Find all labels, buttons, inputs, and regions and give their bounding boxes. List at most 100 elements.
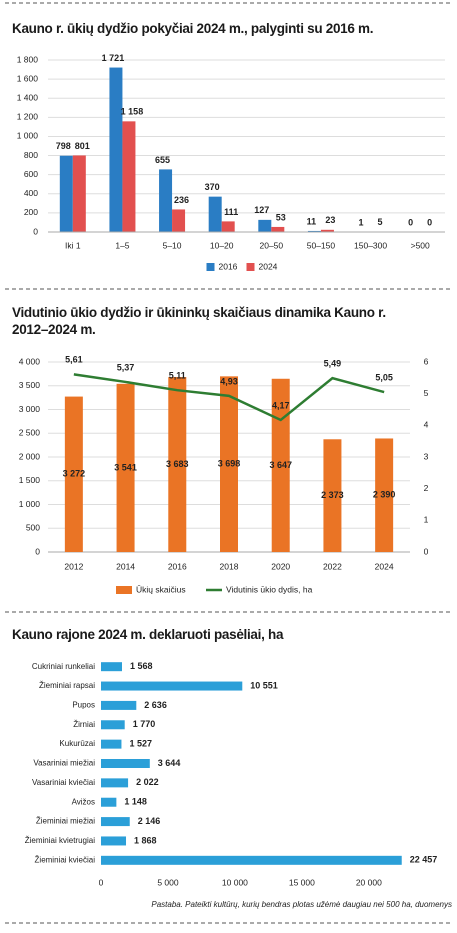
data-label: 1 148: [124, 797, 147, 807]
line: [73, 373, 385, 422]
x-tick-label: 150–300: [354, 240, 387, 250]
data-label: 3 683: [166, 459, 189, 469]
legend-swatch: [206, 263, 215, 271]
y-tick-label: Žieminiai rapsai: [39, 681, 95, 690]
x-tick-label: >500: [411, 240, 430, 250]
bar: [101, 836, 127, 846]
data-label: 2 636: [144, 700, 167, 710]
x-tick-label: 10 000: [222, 877, 248, 887]
bar: [101, 855, 402, 865]
bar: [101, 778, 129, 788]
bar: [72, 155, 86, 232]
y2-tick-label: 2: [424, 483, 429, 493]
bar: [258, 219, 272, 232]
bar: [101, 662, 122, 672]
bar: [221, 221, 235, 232]
bar: [320, 229, 334, 232]
legend-label: 2024: [259, 261, 278, 271]
y-tick-label: 800: [24, 150, 38, 160]
data-label: 5,05: [375, 372, 393, 382]
x-tick-label: 5 000: [157, 877, 179, 887]
data-label: 4,93: [220, 376, 238, 386]
bar: [307, 230, 321, 232]
x-tick-label: 20–50: [259, 240, 283, 250]
bar: [271, 226, 285, 232]
data-label: 1 568: [130, 661, 153, 671]
x-tick-label: 10–20: [210, 240, 234, 250]
y-tick-label: 200: [24, 207, 38, 217]
data-label: 3 644: [158, 758, 181, 768]
data-label: 2 390: [373, 490, 396, 500]
y-tick-label: Kukurūzai: [59, 739, 95, 748]
y-tick-label: 600: [24, 169, 38, 179]
y2-tick-label: 5: [424, 388, 429, 398]
y-tick-label: 4 000: [19, 356, 41, 366]
data-label: 0: [427, 217, 432, 227]
bar: [116, 383, 135, 552]
x-tick-label: 2022: [323, 561, 342, 571]
chart-title: Kauno rajone 2024 m. deklaruoti pasėliai…: [12, 627, 284, 642]
y-tick-label: Cukriniai runkeliai: [32, 662, 95, 671]
bar: [323, 439, 342, 552]
y-tick-label: 1 800: [17, 54, 39, 64]
y-tick-label: 3 500: [19, 380, 41, 390]
y2-tick-label: 3: [424, 451, 429, 461]
data-label: 53: [276, 212, 286, 222]
y2-tick-label: 1: [424, 515, 429, 525]
bar: [101, 759, 150, 768]
note: Pastaba. Pateikti kultūrų, kurių bendras…: [151, 900, 452, 909]
bar: [101, 797, 117, 807]
data-label: 5,37: [117, 362, 135, 372]
y-tick-label: Vasariniai kviečiai: [32, 778, 95, 787]
data-label: 1 868: [134, 835, 157, 845]
x-tick-label: 5–10: [163, 240, 182, 250]
y2-tick-label: 6: [424, 356, 429, 366]
data-label: 11: [307, 216, 317, 226]
legend-label: 2016: [219, 261, 238, 271]
data-label: 111: [224, 207, 238, 217]
bar: [159, 169, 173, 232]
legend-swatch: [116, 586, 132, 594]
x-tick-label: 2018: [220, 561, 239, 571]
y-tick-label: 1 600: [17, 73, 39, 83]
y-tick-label: Vasariniai miežiai: [33, 759, 95, 768]
data-label: 3 541: [114, 462, 137, 472]
bar: [168, 377, 187, 552]
y-tick-label: 1 000: [19, 499, 41, 509]
data-label: 127: [254, 205, 269, 215]
data-label: 5,61: [65, 355, 83, 365]
x-tick-label: 2016: [168, 561, 187, 571]
x-tick-label: 2012: [64, 561, 83, 571]
y-tick-label: Avižos: [72, 797, 95, 806]
x-tick-label: 0: [99, 877, 104, 887]
data-label: 2 373: [321, 490, 344, 500]
y2-tick-label: 4: [424, 420, 429, 430]
y-tick-label: Žirniai: [73, 720, 95, 729]
bar: [101, 681, 243, 691]
y-tick-label: Žieminiai kvietrugiai: [25, 836, 95, 845]
legend-label: Ūkių skaičius: [136, 584, 186, 594]
x-tick-label: 2014: [116, 561, 135, 571]
data-label: 370: [205, 182, 220, 192]
y-tick-label: 500: [26, 523, 40, 533]
data-label: 655: [155, 155, 170, 165]
y-tick-label: Pupos: [72, 701, 95, 710]
data-label: 2 146: [138, 816, 161, 826]
bar: [59, 155, 73, 232]
legend-label: Vidutinis ūkio dydis, ha: [226, 584, 313, 594]
y-tick-label: Žieminiai kviečiai: [35, 855, 96, 864]
data-label: 798: [56, 141, 71, 151]
x-tick-label: 15 000: [289, 877, 315, 887]
x-tick-label: 50–150: [307, 240, 336, 250]
data-label: 1 527: [129, 739, 152, 749]
y-tick-label: 2 000: [19, 451, 41, 461]
data-label: 5,49: [324, 359, 342, 369]
y-tick-label: 3 000: [19, 404, 41, 414]
data-label: 3 647: [269, 460, 292, 470]
data-label: 801: [75, 141, 90, 151]
x-tick-label: Iki 1: [65, 240, 81, 250]
data-label: 10 551: [250, 680, 278, 690]
bar: [375, 438, 394, 552]
bar: [101, 739, 122, 749]
